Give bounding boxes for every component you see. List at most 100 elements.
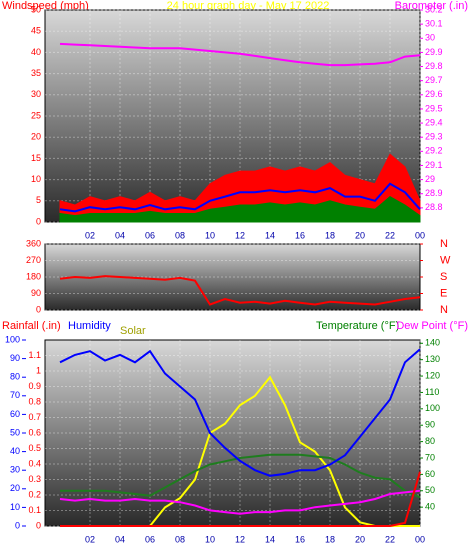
- x-tick-label: 18: [325, 230, 335, 240]
- y3-tick-label: 50: [10, 427, 20, 437]
- x-tick-label: 20: [355, 230, 365, 240]
- y3-tick-label: 0: [15, 520, 20, 530]
- x-tick-label: 12: [235, 230, 245, 240]
- y2-tick-label: 28.8: [425, 202, 443, 212]
- y2-tick-label: 70: [425, 452, 435, 462]
- x-tick-label: 22: [385, 534, 395, 544]
- y2-tick-label: 29.2: [425, 146, 443, 156]
- y3-tick-label: 100: [5, 334, 20, 344]
- y-tick-label: 5: [36, 195, 41, 205]
- humidity-label: Humidity: [68, 320, 111, 332]
- y2-tick-label: N: [440, 238, 448, 250]
- y-tick-label: 0.8: [28, 396, 41, 406]
- series-line: [59, 489, 421, 515]
- y-tick-label: 10: [31, 174, 41, 184]
- y-tick-label: 270: [26, 255, 41, 265]
- y3-tick-label: 90: [10, 353, 20, 363]
- y-tick-label: 1.1: [28, 350, 41, 360]
- y-tick-label: 0: [36, 520, 41, 530]
- y2-tick-label: 90: [425, 420, 435, 430]
- y2-tick-label: 29.7: [425, 75, 443, 85]
- y-tick-label: 0.9: [28, 381, 41, 391]
- y-tick-label: 180: [26, 271, 41, 281]
- x-tick-label: 16: [295, 534, 305, 544]
- y2-tick-label: N: [440, 304, 448, 316]
- x-tick-label: 06: [145, 534, 155, 544]
- x-tick-label: 10: [205, 230, 215, 240]
- y3-tick-label: 60: [10, 409, 20, 419]
- wind-label: Windspeed (mph): [2, 0, 89, 12]
- y2-tick-label: 29.8: [425, 61, 443, 71]
- y2-tick-label: 29.1: [425, 160, 443, 170]
- y2-tick-label: 100: [425, 403, 440, 413]
- y-tick-label: 0.7: [28, 412, 41, 422]
- y2-tick-label: 110: [425, 387, 439, 397]
- y-tick-label: 0: [36, 216, 41, 226]
- series-line: [59, 348, 421, 477]
- y2-tick-label: 140: [425, 338, 440, 348]
- series-line: [59, 182, 421, 213]
- y3-tick-label: 30: [10, 465, 20, 475]
- y-tick-label: 20: [31, 132, 41, 142]
- y3-tick-label: 10: [10, 502, 20, 512]
- x-tick-label: 08: [175, 230, 185, 240]
- y-tick-label: 0.3: [28, 474, 41, 484]
- y2-tick-label: 30.1: [425, 19, 443, 29]
- x-tick-label: 08: [175, 534, 185, 544]
- y2-tick-label: E: [440, 287, 447, 299]
- y-tick-label: 0.2: [28, 489, 41, 499]
- y-tick-label: 0.6: [28, 427, 41, 437]
- x-tick-label: 10: [205, 534, 215, 544]
- temperature-label: Temperature (°F): [316, 320, 399, 332]
- series-line: [60, 453, 421, 499]
- y2-tick-label: 30.2: [425, 4, 443, 14]
- x-tick-label: 16: [295, 230, 305, 240]
- dewpoint-label: Dew Point (°F): [396, 320, 468, 332]
- y2-tick-label: 80: [425, 436, 435, 446]
- solar-label: Solar: [120, 325, 146, 337]
- barometer-label: Barometer (.in): [395, 0, 468, 12]
- y2-tick-label: 130: [425, 354, 440, 364]
- x-tick-label: 02: [85, 230, 95, 240]
- y2-tick-label: 40: [425, 502, 435, 512]
- y2-tick-label: 50: [425, 485, 435, 495]
- y3-tick-label: 80: [10, 372, 20, 382]
- y2-tick-label: 29.3: [425, 132, 443, 142]
- x-tick-label: 12: [235, 534, 245, 544]
- x-tick-label: 14: [265, 534, 275, 544]
- y2-tick-label: 29.6: [425, 89, 443, 99]
- y-tick-label: 45: [31, 26, 41, 36]
- y3-tick-label: 70: [10, 390, 20, 400]
- series-line: [60, 471, 421, 527]
- y2-tick-label: S: [440, 271, 447, 283]
- y-tick-label: 35: [31, 68, 41, 78]
- y2-tick-label: 29: [425, 174, 435, 184]
- series-area: [59, 195, 421, 223]
- y2-tick-label: 29.4: [425, 117, 443, 127]
- y-tick-label: 0: [36, 304, 41, 314]
- x-tick-label: 04: [115, 230, 125, 240]
- rain-label: Rainfall (.in): [2, 320, 61, 332]
- y2-tick-label: 29.9: [425, 47, 443, 57]
- x-tick-label: 04: [115, 534, 125, 544]
- x-tick-label: 00: [415, 230, 425, 240]
- x-tick-label: 22: [385, 230, 395, 240]
- series-line: [59, 275, 421, 306]
- y-tick-label: 15: [31, 153, 41, 163]
- x-tick-label: 18: [325, 534, 335, 544]
- y3-tick-label: 20: [10, 483, 20, 493]
- series-line: [59, 42, 421, 67]
- y-tick-label: 25: [31, 110, 41, 120]
- y3-tick-label: 40: [10, 446, 20, 456]
- y-tick-label: 360: [26, 238, 41, 248]
- y-tick-label: 30: [31, 89, 41, 99]
- y-tick-label: 40: [31, 47, 41, 57]
- x-tick-label: 00: [415, 534, 425, 544]
- plot-background: [44, 339, 421, 527]
- y2-tick-label: 30: [425, 33, 435, 43]
- chart-title: 24 hour graph day - May 17 2022: [167, 0, 330, 12]
- y-tick-label: 0.1: [28, 505, 41, 515]
- y-tick-label: 0.5: [28, 443, 41, 453]
- y-tick-label: 90: [31, 288, 41, 298]
